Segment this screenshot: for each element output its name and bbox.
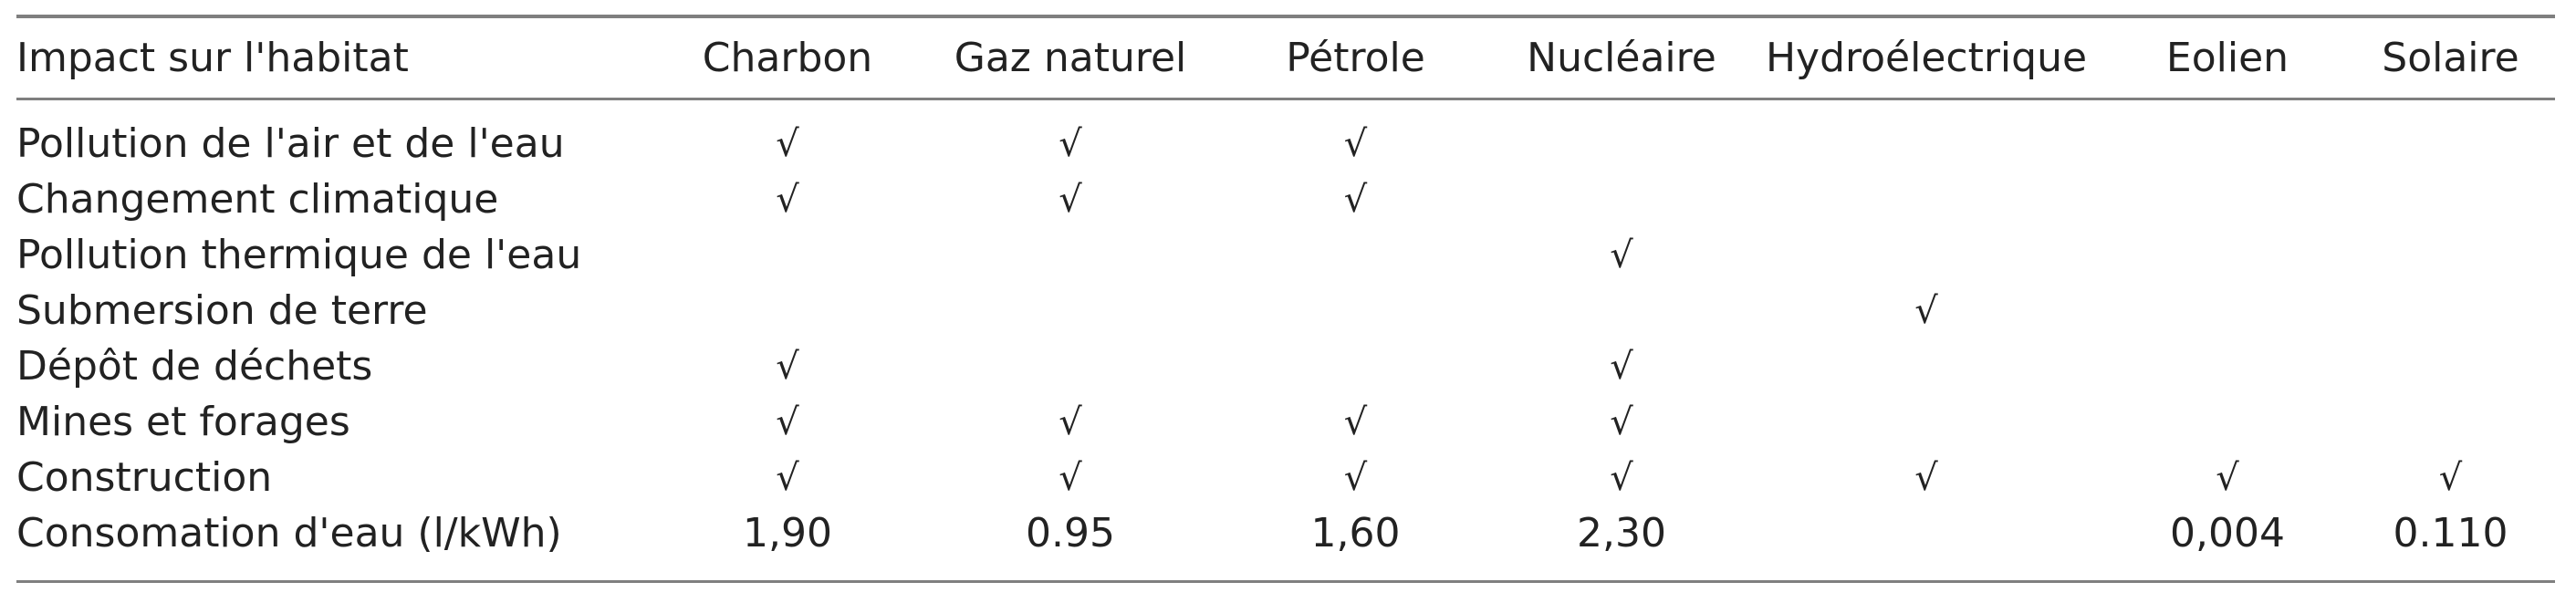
- table-cell: [2346, 172, 2555, 227]
- table-cell: [1744, 505, 2109, 570]
- table-cell: √: [776, 122, 799, 165]
- table-cell: [1212, 338, 1499, 394]
- row-label: Pollution thermique de l'eau: [16, 232, 582, 278]
- table-cell: [1744, 338, 2109, 394]
- table-cell: √: [1343, 122, 1368, 165]
- table-header-row: Impact sur l'habitat Charbon Gaz naturel…: [16, 18, 2555, 98]
- table-header-rule: [16, 98, 2555, 100]
- table-cell: [2109, 98, 2346, 172]
- table-row: Changement climatique √ √ √: [16, 172, 2555, 227]
- table-cell: √: [1343, 456, 1368, 499]
- table-cell: 1,90: [743, 510, 832, 556]
- table-row: Mines et forages √ √ √ √: [16, 394, 2555, 450]
- column-header-gaz-naturel: Gaz naturel: [954, 35, 1187, 81]
- table-cell: [2109, 283, 2346, 338]
- table-cell: √: [1610, 400, 1633, 443]
- table-cell: [929, 338, 1212, 394]
- table-cell: [1212, 227, 1499, 283]
- column-header-nucleaire: Nucléaire: [1527, 35, 1716, 81]
- table-top-rule: [16, 15, 2555, 18]
- column-header-petrole: Pétrole: [1286, 35, 1425, 81]
- table-cell: [1744, 98, 2109, 172]
- table-cell: [1499, 98, 1744, 172]
- table-cell: [2109, 394, 2346, 450]
- table-cell: √: [2438, 456, 2463, 499]
- row-label: Dépôt de déchets: [16, 343, 373, 390]
- table-cell: √: [776, 400, 799, 443]
- table-cell: 1,60: [1310, 510, 1401, 556]
- table-cell: √: [1610, 234, 1633, 276]
- table-cell: [1212, 283, 1499, 338]
- table-cell: [2109, 338, 2346, 394]
- column-header-impact: Impact sur l'habitat: [16, 35, 409, 81]
- table-cell: √: [1343, 178, 1368, 221]
- table-cell: √: [1914, 289, 1938, 332]
- row-label: Construction: [16, 454, 273, 501]
- table-row: Pollution de l'air et de l'eau √ √ √: [16, 98, 2555, 172]
- table-cell: [2109, 227, 2346, 283]
- table-cell: √: [776, 178, 799, 221]
- table-cell: [2346, 394, 2555, 450]
- table-cell: 2,30: [1577, 510, 1666, 556]
- table-row: Submersion de terre √: [16, 283, 2555, 338]
- column-header-eolien: Eolien: [2165, 35, 2289, 81]
- row-label: Submersion de terre: [16, 287, 428, 334]
- table-cell: [646, 283, 929, 338]
- energy-impact-table: Impact sur l'habitat Charbon Gaz naturel…: [16, 18, 2555, 570]
- table-cell: √: [1059, 178, 1082, 221]
- table-row: Construction √ √ √ √ √ √ √: [16, 450, 2555, 505]
- table-cell: [1744, 172, 2109, 227]
- table-cell: [2109, 172, 2346, 227]
- table-cell: √: [1059, 122, 1082, 165]
- table-cell: √: [776, 345, 799, 388]
- table-cell: 0,004: [2170, 510, 2285, 556]
- table-row: Dépôt de déchets √ √: [16, 338, 2555, 394]
- table-cell: √: [2216, 456, 2239, 499]
- table-cell: [929, 227, 1212, 283]
- row-label: Pollution de l'air et de l'eau: [16, 120, 565, 167]
- row-label: Consomation d'eau (l/kWh): [16, 510, 562, 556]
- table-row: Pollution thermique de l'eau √: [16, 227, 2555, 283]
- table-cell: √: [1914, 456, 1938, 499]
- table-cell: [2346, 98, 2555, 172]
- table-cell: [1499, 283, 1744, 338]
- table-cell: [2346, 283, 2555, 338]
- row-label: Changement climatique: [16, 176, 499, 223]
- table-cell: √: [1059, 400, 1082, 443]
- table-cell: √: [1610, 345, 1633, 388]
- column-header-hydroelectrique: Hydroélectrique: [1765, 35, 2088, 81]
- table-cell: [1744, 227, 2109, 283]
- table-cell: 0.95: [1026, 510, 1115, 556]
- table-cell: √: [776, 456, 799, 499]
- table-cell: [2346, 338, 2555, 394]
- table-cell: √: [1343, 400, 1368, 443]
- table-row: Consomation d'eau (l/kWh) 1,90 0.95 1,60…: [16, 505, 2555, 570]
- column-header-charbon: Charbon: [702, 35, 873, 81]
- column-header-solaire: Solaire: [2382, 35, 2519, 81]
- table-cell: [646, 227, 929, 283]
- table-cell: [1499, 172, 1744, 227]
- table-cell: √: [1610, 456, 1633, 499]
- row-label: Mines et forages: [16, 399, 350, 445]
- table-cell: √: [1059, 456, 1082, 499]
- table-cell: [2346, 227, 2555, 283]
- table-cell: [929, 283, 1212, 338]
- table-bottom-rule: [16, 580, 2555, 583]
- table-cell: 0.110: [2393, 510, 2508, 556]
- table-cell: [1744, 394, 2109, 450]
